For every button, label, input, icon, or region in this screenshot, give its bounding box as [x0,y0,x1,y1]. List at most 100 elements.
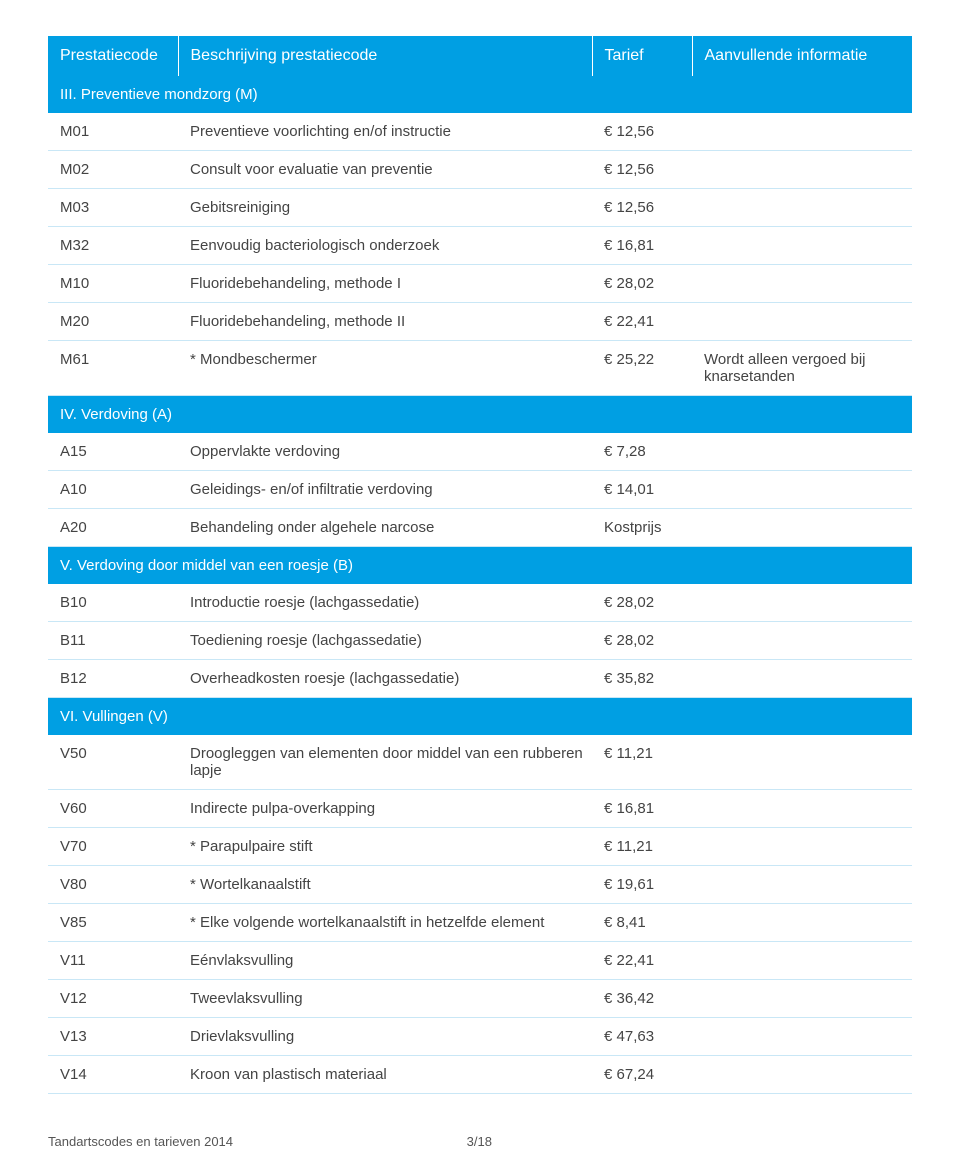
cell-info [692,509,912,547]
cell-desc: Droogleggen van elementen door middel va… [178,735,592,790]
cell-tarief: € 28,02 [592,584,692,622]
table-row: V50Droogleggen van elementen door middel… [48,735,912,790]
cell-desc: Tweevlaksvulling [178,980,592,1018]
cell-code: M32 [48,227,178,265]
cell-code: M10 [48,265,178,303]
cell-desc: Introductie roesje (lachgassedatie) [178,584,592,622]
cell-tarief: € 12,56 [592,151,692,189]
footer-title: Tandartscodes en tarieven 2014 [48,1134,233,1149]
section-header-row: V. Verdoving door middel van een roesje … [48,547,912,585]
table-row: M10Fluoridebehandeling, methode I€ 28,02 [48,265,912,303]
cell-tarief: € 16,81 [592,227,692,265]
cell-tarief: € 22,41 [592,942,692,980]
cell-info [692,189,912,227]
cell-desc: Overheadkosten roesje (lachgassedatie) [178,660,592,698]
cell-info [692,790,912,828]
cell-code: M01 [48,113,178,151]
cell-desc: * Parapulpaire stift [178,828,592,866]
cell-desc: Eénvlaksvulling [178,942,592,980]
table-row: V11Eénvlaksvulling€ 22,41 [48,942,912,980]
cell-desc: * Wortelkanaalstift [178,866,592,904]
table-row: M01Preventieve voorlichting en/of instru… [48,113,912,151]
cell-code: V70 [48,828,178,866]
cell-info [692,904,912,942]
section-header-row: III. Preventieve mondzorg (M) [48,76,912,113]
cell-code: V13 [48,1018,178,1056]
cell-info [692,584,912,622]
cell-info [692,942,912,980]
cell-code: A10 [48,471,178,509]
cell-tarief: € 28,02 [592,622,692,660]
cell-info: Wordt alleen vergoed bij knarsetanden [692,341,912,396]
section-title: III. Preventieve mondzorg (M) [48,76,912,113]
cell-tarief: € 25,22 [592,341,692,396]
table-row: V85* Elke volgende wortelkanaalstift in … [48,904,912,942]
cell-tarief: € 67,24 [592,1056,692,1094]
col-header-info: Aanvullende informatie [692,36,912,76]
table-row: B12Overheadkosten roesje (lachgassedatie… [48,660,912,698]
cell-info [692,735,912,790]
cell-info [692,1018,912,1056]
cell-info [692,980,912,1018]
cell-info [692,471,912,509]
cell-desc: Fluoridebehandeling, methode I [178,265,592,303]
section-title: IV. Verdoving (A) [48,396,912,434]
cell-desc: Geleidings- en/of infiltratie verdoving [178,471,592,509]
cell-code: V12 [48,980,178,1018]
cell-tarief: € 47,63 [592,1018,692,1056]
table-row: A10Geleidings- en/of infiltratie verdovi… [48,471,912,509]
cell-info [692,622,912,660]
cell-code: V11 [48,942,178,980]
col-header-tarief: Tarief [592,36,692,76]
cell-info [692,660,912,698]
cell-desc: Indirecte pulpa-overkapping [178,790,592,828]
table-row: M20Fluoridebehandeling, methode II€ 22,4… [48,303,912,341]
cell-info [692,151,912,189]
cell-code: A20 [48,509,178,547]
table-row: A15Oppervlakte verdoving€ 7,28 [48,433,912,471]
cell-desc: Drievlaksvulling [178,1018,592,1056]
cell-info [692,866,912,904]
cell-code: V60 [48,790,178,828]
table-row: M32Eenvoudig bacteriologisch onderzoek€ … [48,227,912,265]
cell-tarief: € 16,81 [592,790,692,828]
col-header-desc: Beschrijving prestatiecode [178,36,592,76]
table-row: V14Kroon van plastisch materiaal€ 67,24 [48,1056,912,1094]
cell-info [692,433,912,471]
cell-code: B11 [48,622,178,660]
cell-tarief: € 28,02 [592,265,692,303]
cell-code: M02 [48,151,178,189]
section-header-row: VI. Vullingen (V) [48,698,912,736]
cell-info [692,1056,912,1094]
cell-code: B12 [48,660,178,698]
cell-tarief: € 8,41 [592,904,692,942]
footer-page: 3/18 [467,1134,492,1149]
table-row: V13Drievlaksvulling€ 47,63 [48,1018,912,1056]
cell-desc: Toediening roesje (lachgassedatie) [178,622,592,660]
section-header-row: IV. Verdoving (A) [48,396,912,434]
cell-info [692,303,912,341]
cell-desc: * Mondbeschermer [178,341,592,396]
section-title: VI. Vullingen (V) [48,698,912,736]
cell-info [692,227,912,265]
table-row: M03Gebitsreiniging€ 12,56 [48,189,912,227]
cell-desc: Behandeling onder algehele narcose [178,509,592,547]
cell-tarief: € 14,01 [592,471,692,509]
cell-code: V80 [48,866,178,904]
col-header-code: Prestatiecode [48,36,178,76]
cell-code: V85 [48,904,178,942]
section-title: V. Verdoving door middel van een roesje … [48,547,912,585]
cell-tarief: € 35,82 [592,660,692,698]
cell-tarief: € 12,56 [592,113,692,151]
table-row: B11Toediening roesje (lachgassedatie)€ 2… [48,622,912,660]
table-header-row: Prestatiecode Beschrijving prestatiecode… [48,36,912,76]
cell-code: V50 [48,735,178,790]
table-row: B10Introductie roesje (lachgassedatie)€ … [48,584,912,622]
cell-desc: Gebitsreiniging [178,189,592,227]
tariff-table: Prestatiecode Beschrijving prestatiecode… [48,36,912,1094]
cell-desc: Eenvoudig bacteriologisch onderzoek [178,227,592,265]
table-row: M02Consult voor evaluatie van preventie€… [48,151,912,189]
cell-desc: * Elke volgende wortelkanaalstift in het… [178,904,592,942]
table-row: V60Indirecte pulpa-overkapping€ 16,81 [48,790,912,828]
table-row: V12Tweevlaksvulling€ 36,42 [48,980,912,1018]
